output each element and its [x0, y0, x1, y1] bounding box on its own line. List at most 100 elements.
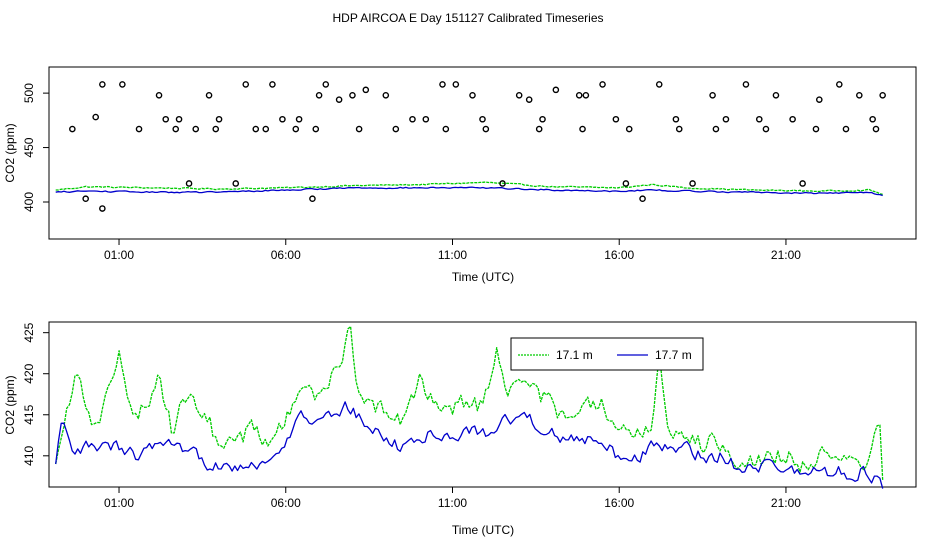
cal-point	[382, 92, 390, 99]
cal-point	[392, 125, 400, 133]
cal-point	[335, 96, 343, 103]
x-tick-label: 06:00	[271, 496, 301, 510]
chart-title: HDP AIRCOA E Day 151127 Calibrated Times…	[332, 11, 603, 25]
cal-point	[482, 125, 490, 133]
cal-point	[582, 92, 590, 99]
cal-point	[622, 180, 630, 187]
cal-point	[755, 115, 763, 123]
top-axes: 01:00 06:00 11:00 16:00 21:00 400 450 500	[22, 83, 801, 262]
cal-point	[479, 115, 486, 123]
cal-point	[869, 115, 876, 123]
cal-point	[175, 115, 183, 123]
cal-point	[362, 86, 370, 94]
cal-point	[499, 180, 506, 187]
cal-point	[92, 113, 99, 121]
x-axis-label-top: Time (UTC)	[452, 270, 514, 284]
cal-point	[709, 92, 716, 99]
cal-point	[515, 92, 523, 99]
cal-point	[99, 205, 106, 212]
cal-point	[252, 125, 260, 133]
cal-point	[799, 180, 806, 187]
cal-point	[539, 115, 546, 123]
cal-point	[772, 92, 780, 99]
legend: 17.1 m 17.7 m	[510, 337, 704, 371]
cal-point	[575, 92, 583, 99]
cal-point	[232, 180, 240, 187]
cal-point	[599, 81, 606, 88]
cal-point	[812, 125, 820, 133]
cal-point	[815, 96, 823, 103]
cal-point	[155, 92, 163, 99]
y-tick-label: 400	[22, 192, 36, 212]
cal-point	[469, 92, 476, 99]
legend-label-17-1m: 17.1 m	[556, 348, 593, 362]
cal-point	[639, 195, 646, 203]
cal-point	[262, 125, 270, 133]
legend-box	[510, 337, 704, 371]
cal-point	[172, 125, 180, 133]
bottom-axes: 01:00 06:00 11:00 16:00 21:00 410 415 420 425	[22, 322, 801, 510]
series-line-17-1-m	[55, 325, 884, 481]
y-tick-label: 500	[22, 83, 36, 103]
y-tick-label: 420	[22, 363, 36, 383]
bottom-data-layer	[55, 325, 884, 489]
cal-point	[292, 125, 300, 133]
cal-point	[722, 115, 730, 123]
cal-point	[135, 125, 143, 133]
x-tick-label: 16:00	[604, 496, 634, 510]
cal-point	[269, 81, 276, 88]
cal-point	[185, 180, 193, 187]
cal-point	[675, 125, 683, 133]
cal-point	[872, 125, 880, 133]
cal-point	[789, 115, 796, 123]
legend-label-17-7m: 17.7 m	[655, 348, 692, 362]
cal-point	[712, 125, 720, 133]
y-tick-label: 415	[22, 404, 36, 424]
panel-bottom: 01:00 06:00 11:00 16:00 21:00 410 415 420 425 Ti…	[3, 321, 917, 537]
cal-point	[242, 81, 250, 88]
cal-point	[879, 92, 886, 99]
cal-point	[625, 125, 633, 133]
top-data-layer	[55, 81, 886, 212]
cal-point	[205, 92, 213, 99]
y-tick-label: 425	[22, 322, 36, 342]
series-line-17-7-m	[55, 186, 883, 197]
cal-point	[309, 195, 316, 203]
panel-top: 01:00 06:00 11:00 16:00 21:00 400 450 500 Time …	[3, 66, 917, 284]
x-tick-label: 21:00	[771, 496, 801, 510]
cal-point	[742, 81, 750, 88]
cal-point	[842, 125, 850, 133]
cal-point	[422, 115, 430, 123]
cal-point	[192, 125, 200, 133]
cal-point	[312, 125, 320, 133]
cal-point	[535, 125, 543, 133]
x-tick-label: 01:00	[104, 496, 134, 510]
cal-point	[279, 115, 286, 123]
cal-point	[119, 81, 126, 88]
cal-point	[355, 125, 363, 133]
y-axis-label-bottom: CO2 (ppm)	[3, 375, 17, 434]
cal-point	[215, 115, 223, 123]
cal-point	[525, 96, 533, 103]
y-tick-label: 410	[22, 445, 36, 465]
cal-point	[409, 115, 416, 123]
cal-point	[612, 115, 620, 123]
plot-frame-bottom	[48, 321, 917, 488]
cal-point	[439, 81, 446, 88]
x-tick-label: 11:00	[438, 496, 467, 510]
cal-point	[452, 81, 460, 88]
cal-point	[579, 125, 586, 133]
x-tick-label: 01:00	[104, 248, 134, 262]
x-axis-label-bottom: Time (UTC)	[452, 523, 514, 537]
cal-point	[315, 92, 323, 99]
cal-point	[349, 92, 356, 99]
x-tick-label: 11:00	[438, 248, 467, 262]
y-axis-label-top: CO2 (ppm)	[3, 123, 17, 182]
cal-point	[162, 115, 170, 123]
cal-point	[552, 86, 560, 94]
x-tick-label: 06:00	[271, 248, 301, 262]
cal-point	[212, 125, 220, 133]
cal-point	[69, 125, 76, 133]
cal-point	[82, 195, 89, 203]
